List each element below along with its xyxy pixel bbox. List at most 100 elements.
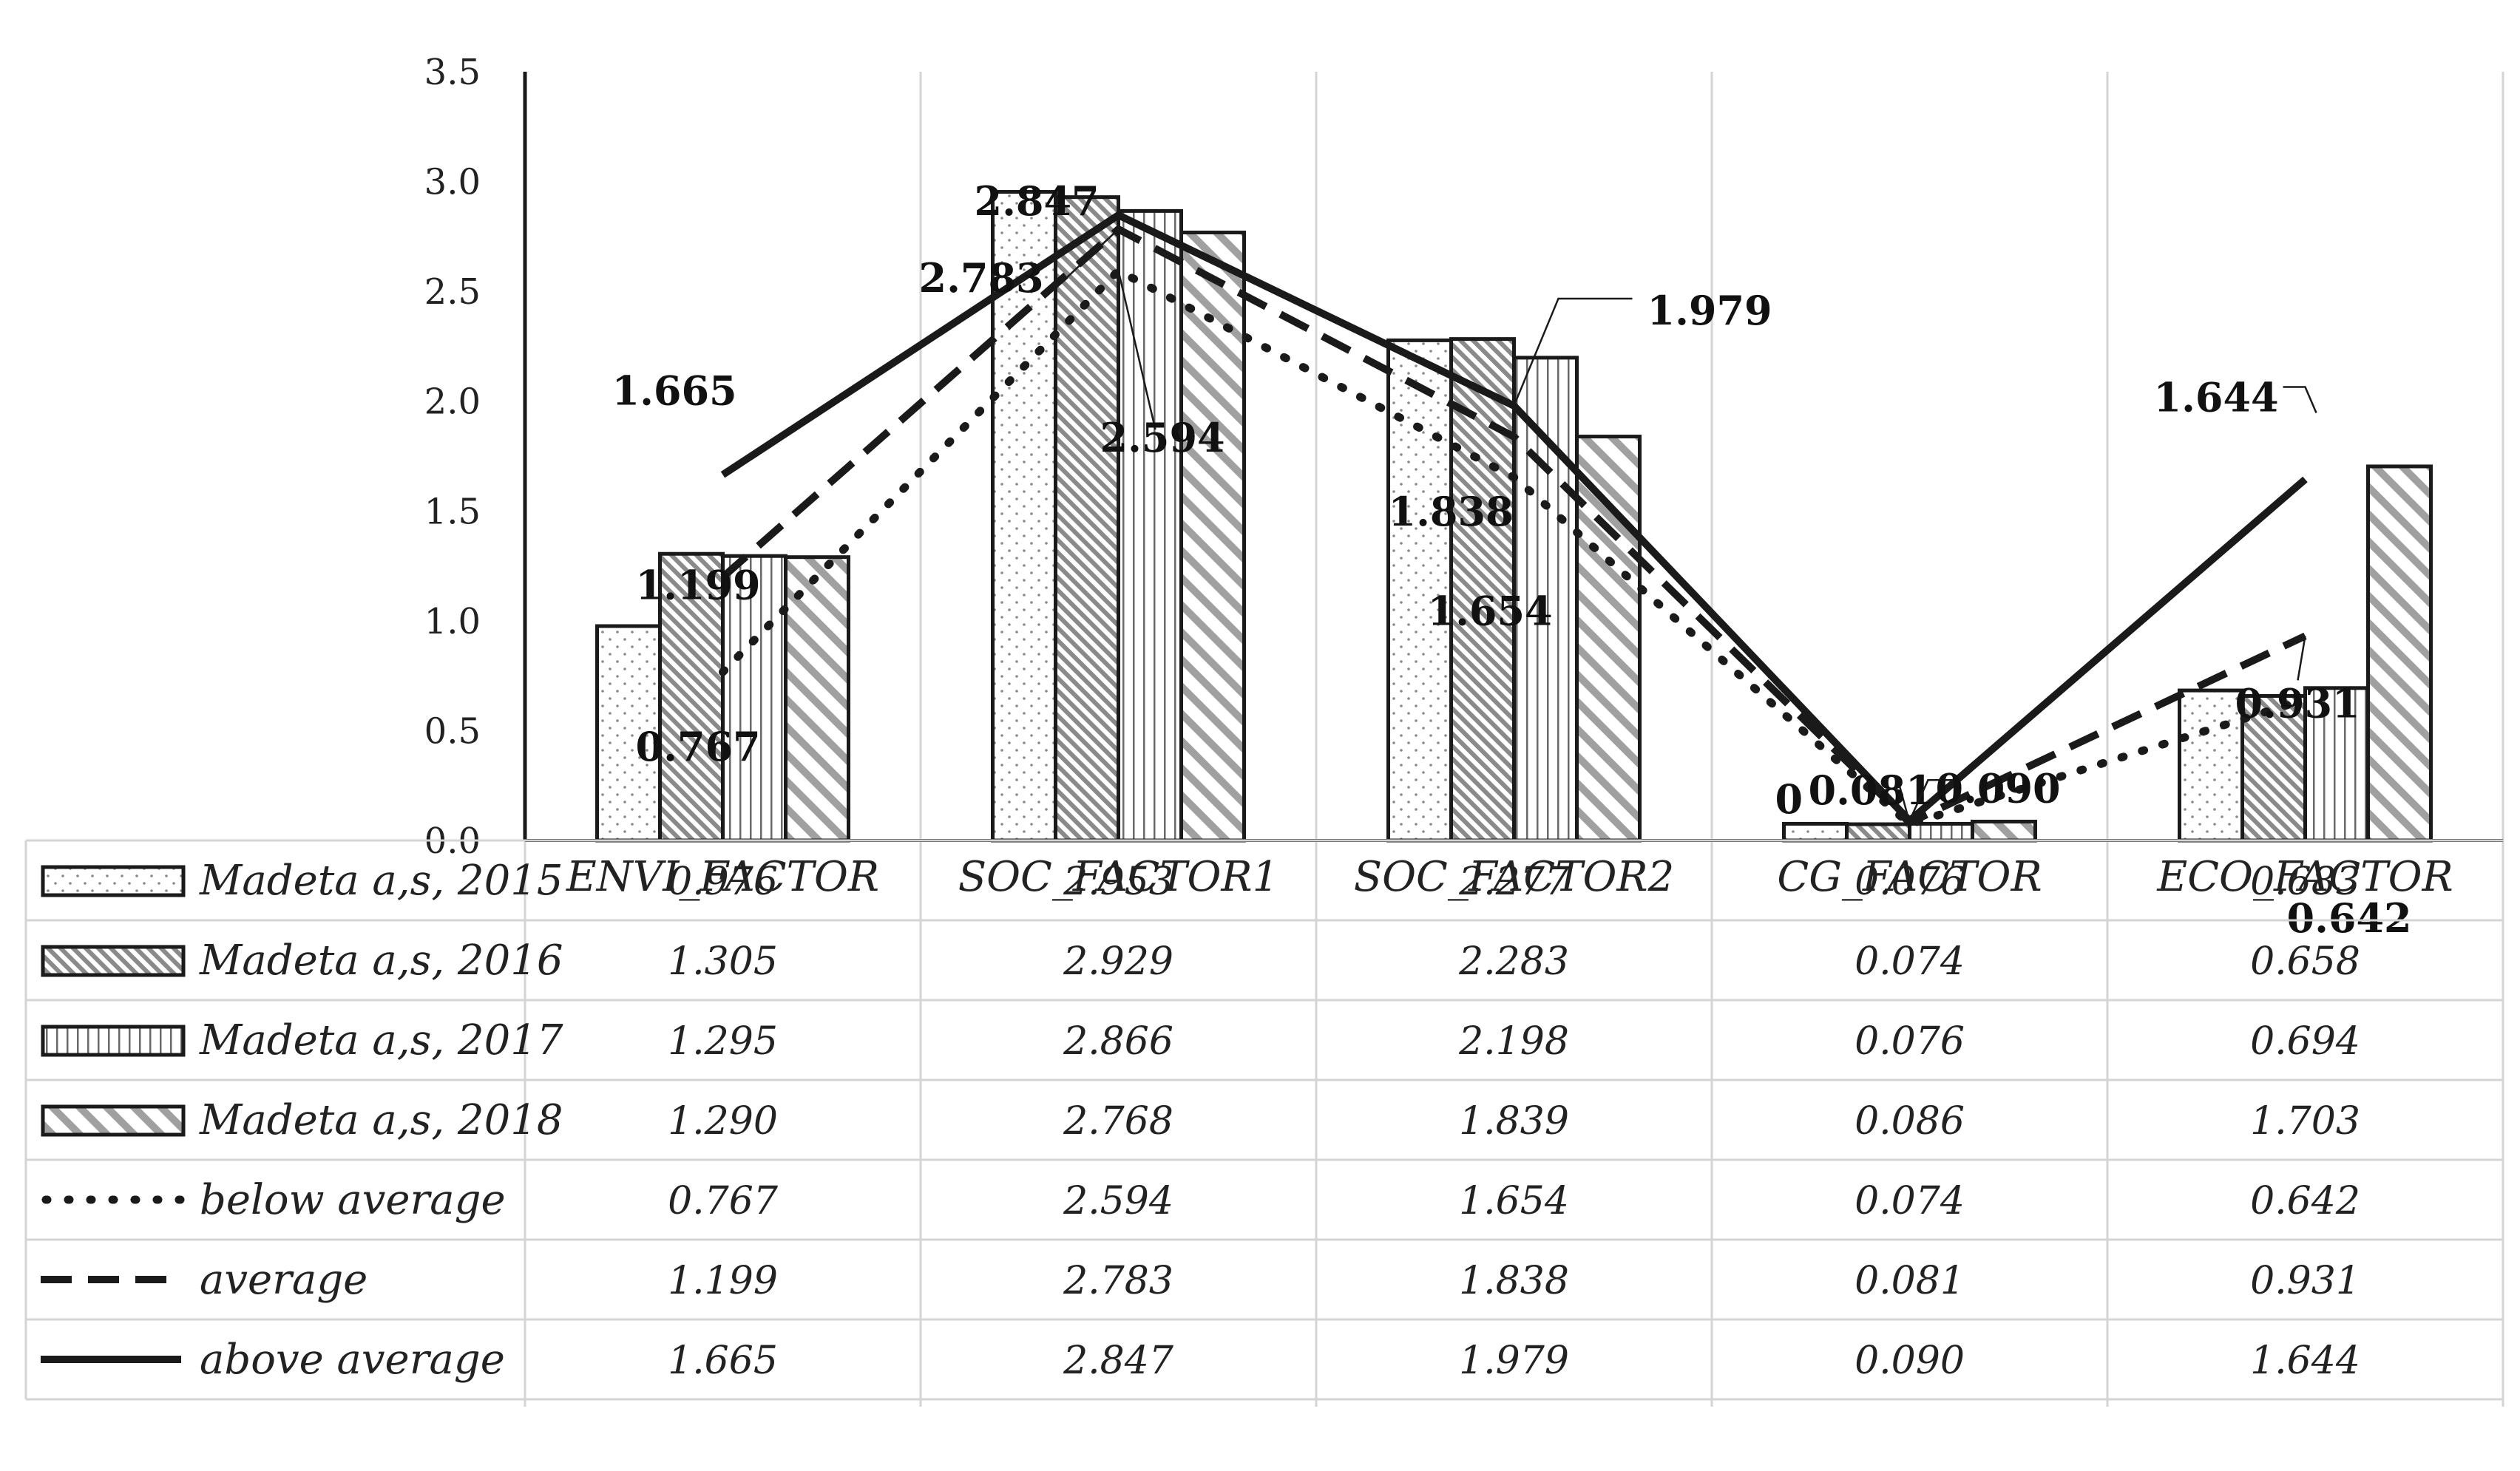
table-cell: 1.665 bbox=[668, 1339, 778, 1383]
table-cell: 0.074 bbox=[1855, 940, 1965, 984]
data-label: 0.090 bbox=[1936, 764, 2061, 812]
table-row: Madeta a,s, 2015 0.976 2.953 2.277 0.076 0.68… bbox=[41, 857, 2360, 905]
table-cell: 1.703 bbox=[2250, 1099, 2360, 1144]
data-label: 1.979 bbox=[1647, 287, 1772, 334]
data-label: 1.654 bbox=[1428, 588, 1553, 635]
bar-madeta-a-s-2018-envi-factor bbox=[784, 555, 850, 843]
x-tick-label: SOC_FACTOR2 bbox=[1354, 853, 1674, 901]
legend-entry: Madeta a,s, 2016 bbox=[199, 937, 563, 985]
legend-key bbox=[41, 945, 186, 977]
legend-key bbox=[41, 865, 186, 897]
data-label: 0.081 bbox=[1809, 767, 1934, 814]
gridlines bbox=[524, 72, 2504, 1407]
leader-line bbox=[1513, 297, 1633, 407]
x-tick-label: SOC_FACTOR1 bbox=[958, 853, 1278, 901]
bar-madeta-a-s-2015-eco-factor bbox=[2178, 688, 2244, 843]
bar-madeta-a-s-2017-eco-factor bbox=[2303, 686, 2370, 843]
table-cell: 2.866 bbox=[1063, 1019, 1173, 1064]
y-tick-label: 3.5 bbox=[424, 52, 481, 93]
bar-madeta-a-s-2016-soc-factor2 bbox=[1449, 337, 1516, 843]
data-label: 2.847 bbox=[975, 177, 1100, 225]
table-cell: 0.694 bbox=[2250, 1019, 2360, 1064]
table-cell: 1.979 bbox=[1459, 1339, 1569, 1383]
y-tick-label: 1.0 bbox=[424, 601, 481, 642]
bars bbox=[595, 190, 2433, 843]
legend-entry: below average bbox=[200, 1176, 506, 1224]
table-cell: 0.642 bbox=[2250, 1179, 2360, 1223]
table-row: average 1.199 2.783 1.838 0.081 0.931 bbox=[41, 1256, 2360, 1304]
leader-line bbox=[1058, 228, 1120, 285]
bar-madeta-a-s-2016-soc-factor1 bbox=[1054, 195, 1120, 843]
legend-entry: Madeta a,s, 2015 bbox=[199, 857, 563, 905]
data-label: 1.665 bbox=[612, 367, 737, 414]
data-labels: 1.665 1.199 0.767 2.847 2.783 2.594 1.979 1.838… bbox=[612, 177, 2412, 942]
bar-madeta-a-s-2017-envi-factor bbox=[721, 554, 788, 843]
bar-madeta-a-s-2018-cg-factor bbox=[1971, 819, 2037, 843]
table-cell: 2.277 bbox=[1458, 860, 1570, 904]
data-label: 2.783 bbox=[919, 254, 1044, 302]
bar-madeta-a-s-2017-soc-factor1 bbox=[1117, 208, 1183, 843]
table-cell: 1.644 bbox=[2250, 1339, 2360, 1383]
data-label: 2.594 bbox=[1100, 414, 1225, 461]
legend-entry: Madeta a,s, 2017 bbox=[199, 1016, 563, 1064]
data-label: 1.644 bbox=[2154, 373, 2279, 421]
table-cell: 0.076 bbox=[1855, 1019, 1965, 1064]
bar-madeta-a-s-2016-cg-factor bbox=[1845, 822, 1911, 843]
table-cell: 0.076 bbox=[1855, 860, 1965, 904]
y-tick-label: 1.5 bbox=[424, 491, 481, 532]
table-cell: 2.283 bbox=[1458, 940, 1569, 984]
x-tick-label: ECO_FACTOR bbox=[2156, 853, 2453, 901]
data-label: 1.838 bbox=[1389, 488, 1514, 535]
y-tick-label: 2.5 bbox=[424, 271, 481, 313]
table-cell: 0.658 bbox=[2250, 940, 2360, 984]
table-cell: 1.839 bbox=[1459, 1099, 1569, 1144]
table-cell: 1.290 bbox=[668, 1099, 778, 1144]
table-row: Madeta a,s, 2017 1.295 2.866 2.198 0.076 0.69… bbox=[41, 1016, 2360, 1064]
y-tick-label: 0.5 bbox=[424, 710, 481, 752]
line-average bbox=[720, 225, 2307, 826]
table-row: Madeta a,s, 2016 1.305 2.929 2.283 0.074 0.65… bbox=[41, 937, 2360, 985]
table-cell: 0.767 bbox=[668, 1179, 779, 1223]
y-tick-label: 3.0 bbox=[424, 162, 481, 203]
table-cell: 0.683 bbox=[2250, 860, 2360, 904]
bar-madeta-a-s-2018-soc-factor1 bbox=[1179, 231, 1246, 843]
table-cell: 1.838 bbox=[1459, 1259, 1569, 1303]
legend-key bbox=[41, 1104, 186, 1137]
leader-line bbox=[2297, 636, 2306, 681]
table-cell: 0.090 bbox=[1855, 1339, 1965, 1383]
data-table: Madeta a,s, 2015 0.976 2.953 2.277 0.076 0.68… bbox=[24, 839, 2503, 1401]
bar-madeta-a-s-2015-cg-factor bbox=[1782, 821, 1849, 843]
legend-entry: above average bbox=[200, 1336, 505, 1384]
table-cell: 1.654 bbox=[1459, 1179, 1569, 1223]
bar-madeta-a-s-2018-soc-factor2 bbox=[1575, 435, 1642, 843]
table-row: above average 1.665 2.847 1.979 0.090 1.644 bbox=[41, 1336, 2360, 1384]
bar-madeta-a-s-2018-eco-factor bbox=[2366, 464, 2433, 843]
table-cell: 2.198 bbox=[1458, 1019, 1569, 1064]
y-tick-label: 2.0 bbox=[424, 381, 481, 423]
data-label: 0.642 bbox=[2287, 894, 2412, 942]
legend-entry: average bbox=[200, 1256, 368, 1304]
bar-madeta-a-s-2017-cg-factor bbox=[1908, 821, 1974, 843]
data-label: 0.767 bbox=[636, 723, 761, 770]
table-row: Madeta a,s, 2018 1.290 2.768 1.839 0.086 1.70… bbox=[41, 1096, 2360, 1144]
data-label: 0 bbox=[1775, 775, 1803, 823]
leader-line bbox=[2283, 386, 2317, 413]
leader-line bbox=[1908, 779, 1954, 821]
table-row: below average 0.767 2.594 1.654 0.074 0.642 bbox=[41, 1176, 2360, 1224]
x-tick-label: CG_FACTOR bbox=[1777, 853, 2042, 901]
table-cell: 2.929 bbox=[1063, 940, 1173, 984]
data-label: 0.931 bbox=[2235, 679, 2360, 727]
table-cell: 0.074 bbox=[1855, 1179, 1965, 1223]
table-cell: 2.783 bbox=[1063, 1259, 1173, 1303]
table-cell: 1.305 bbox=[668, 940, 778, 984]
leader-line bbox=[1117, 270, 1156, 430]
table-cell: 1.199 bbox=[668, 1259, 778, 1303]
table-cell: 2.768 bbox=[1063, 1099, 1173, 1144]
table-cell: 2.953 bbox=[1063, 860, 1173, 904]
table-cell: 0.976 bbox=[668, 860, 778, 904]
table-cell: 0.081 bbox=[1855, 1259, 1965, 1303]
leader-line bbox=[1897, 781, 1911, 823]
legend-entry: Madeta a,s, 2018 bbox=[199, 1096, 563, 1144]
